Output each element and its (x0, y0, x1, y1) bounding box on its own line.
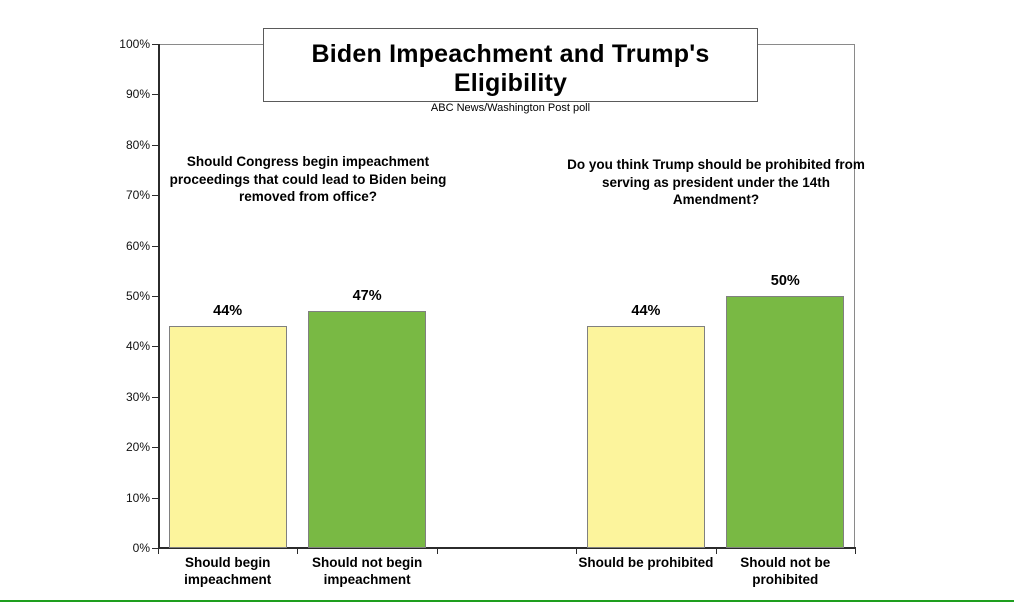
question-left: Should Congress begin impeachment procee… (169, 154, 447, 205)
bar-value-label: 44% (631, 303, 661, 319)
y-tick-mark (152, 44, 158, 45)
y-tick-mark (152, 346, 158, 348)
y-tick-label: 90% (125, 87, 150, 102)
bar-value-label: 50% (770, 273, 800, 289)
y-tick-label: 0% (132, 541, 150, 555)
x-tick-mark (715, 548, 717, 554)
y-tick-mark (152, 296, 158, 297)
y-tick-mark (152, 396, 158, 398)
x-tick-mark (436, 548, 438, 554)
y-tick-label: 30% (125, 389, 150, 404)
bar-value-label: 44% (213, 303, 243, 319)
y-tick-mark (152, 94, 158, 96)
chart-title-box: Biden Impeachment and Trump's Eligibilit… (263, 28, 758, 114)
bottom-green-rule (0, 600, 1014, 602)
bar-value-label: 47% (352, 288, 382, 304)
y-tick-mark (152, 447, 158, 449)
y-tick-label: 70% (125, 188, 150, 203)
question-right: Do you think Trump should be prohibited … (567, 157, 865, 208)
bar-category-label: Should not begin impeachment (311, 555, 423, 587)
y-tick-label: 10% (125, 490, 150, 505)
y-tick-mark (152, 548, 158, 549)
y-tick-label: 50% (125, 289, 150, 303)
y-tick-mark (152, 195, 158, 197)
y-tick-mark (152, 245, 158, 247)
bar-category-label: Should be prohibited (578, 555, 714, 570)
x-tick-mark (855, 548, 856, 554)
y-tick-mark (152, 497, 158, 499)
bar-should-not-be-prohibited (726, 296, 845, 548)
y-tick-mark (152, 144, 158, 146)
chart-subtitle: ABC News/Washington Post poll (430, 102, 591, 114)
y-tick-label: 20% (125, 440, 150, 455)
x-axis-line (158, 547, 856, 549)
x-tick-mark (576, 548, 578, 554)
chart-title: Biden Impeachment and Trump's Eligibilit… (311, 40, 710, 97)
bar-should-be-prohibited (586, 326, 705, 548)
bar-category-label: Should begin impeachment (184, 555, 272, 587)
x-tick-mark (297, 548, 299, 554)
bar-should-begin-impeachment (168, 326, 287, 548)
y-axis-line (158, 44, 160, 549)
bar-category-label: Should not be prohibited (740, 555, 831, 587)
y-tick-label: 80% (125, 137, 150, 152)
x-tick-mark (158, 548, 159, 554)
bar-should-not-begin-impeachment (308, 311, 427, 548)
y-tick-label: 100% (119, 37, 150, 51)
y-tick-label: 60% (125, 238, 150, 253)
y-tick-label: 40% (125, 339, 150, 354)
